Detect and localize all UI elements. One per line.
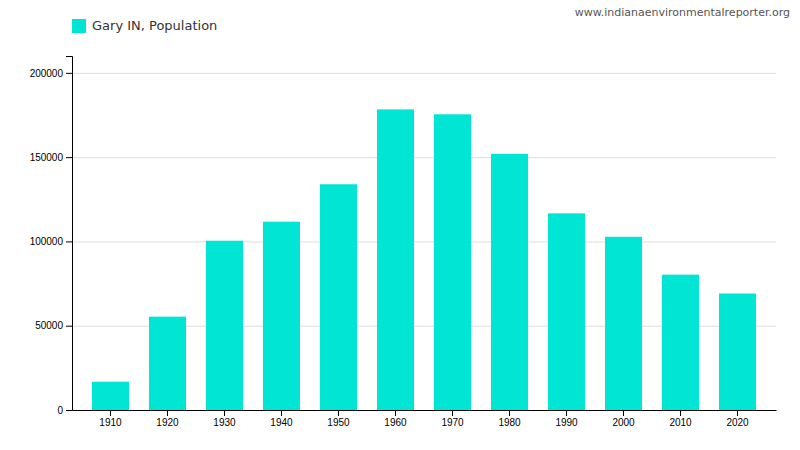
x-tick-mark: [509, 410, 510, 416]
y-tick-label: 50000: [35, 320, 63, 331]
x-tick: 2010: [669, 410, 692, 428]
bar: [206, 241, 243, 410]
legend-label: Gary IN, Population: [92, 18, 217, 33]
x-tick-label: 1950: [327, 417, 350, 428]
y-tick-label: 150000: [30, 152, 64, 163]
x-tick-label: 1930: [213, 417, 236, 428]
x-tick-label: 2020: [726, 417, 749, 428]
grid-tick: [72, 73, 776, 74]
y-tick: 100000: [30, 236, 72, 247]
y-tick: 50000: [35, 320, 72, 331]
bar: [149, 317, 186, 410]
x-tick-mark: [167, 410, 168, 416]
x-tick-label: 1970: [441, 417, 464, 428]
x-tick-mark: [680, 410, 681, 416]
legend-item: Gary IN, Population: [72, 18, 217, 33]
grid-tick: [72, 157, 776, 158]
y-tick-mark: [66, 241, 72, 242]
grid-line: [72, 73, 776, 74]
grid: [72, 73, 776, 410]
bar: [320, 184, 357, 410]
x-tick-mark: [281, 410, 282, 416]
x-axis: 1910 1920 1930 1940 1950 1960 1970 1980 1990 2000…: [73, 410, 777, 428]
x-tick-label: 1910: [99, 417, 122, 428]
bar: [605, 237, 642, 410]
grid-tick: [72, 241, 776, 242]
legend: Gary IN, Population: [72, 18, 217, 33]
x-tick: 1930: [213, 410, 236, 428]
x-tick-mark: [224, 410, 225, 416]
y-tick: 200000: [30, 68, 72, 79]
x-tick-label: 1990: [555, 417, 578, 428]
grid-line: [72, 241, 776, 242]
bar: [719, 294, 756, 410]
y-tick: 150000: [30, 152, 72, 163]
x-tick: 1910: [99, 410, 122, 428]
bar: [434, 114, 471, 410]
x-tick-label: 1960: [384, 417, 407, 428]
x-tick: 1960: [384, 410, 407, 428]
x-tick: 1990: [555, 410, 578, 428]
x-tick: 2020: [726, 410, 749, 428]
x-tick-label: 1920: [156, 417, 179, 428]
x-tick-mark: [737, 410, 738, 416]
bar: [491, 154, 528, 410]
x-axis-line: [73, 410, 777, 411]
x-tick-mark: [452, 410, 453, 416]
chart: 0 50000 100000 150000 200000 1910 1920 1930 1940…: [0, 0, 800, 450]
y-tick-label: 100000: [30, 236, 64, 247]
y-tick-mark: [66, 410, 72, 411]
x-tick-mark: [338, 410, 339, 416]
x-tick-label: 1980: [498, 417, 521, 428]
x-tick: 1980: [498, 410, 521, 428]
grid-line: [72, 410, 776, 411]
x-tick: 1950: [327, 410, 350, 428]
y-tick: 0: [57, 405, 72, 416]
grid-tick: [72, 410, 776, 411]
bar: [377, 109, 414, 410]
x-tick-mark: [110, 410, 111, 416]
y-tick-label: 200000: [30, 68, 64, 79]
x-tick-mark: [623, 410, 624, 416]
bar: [263, 222, 300, 410]
x-tick-mark: [395, 410, 396, 416]
y-tick-mark: [66, 157, 72, 158]
x-tick: 1920: [156, 410, 179, 428]
x-tick-mark: [566, 410, 567, 416]
y-tick-mark: [66, 326, 72, 327]
bars: [92, 109, 756, 410]
y-tick-label: 0: [57, 405, 63, 416]
x-tick: 1970: [441, 410, 464, 428]
y-tick-mark: [66, 73, 72, 74]
x-tick-label: 1940: [270, 417, 293, 428]
x-tick-label: 2000: [612, 417, 635, 428]
y-axis-line: [66, 57, 73, 411]
grid-line: [72, 157, 776, 158]
bar: [92, 382, 129, 410]
bar: [662, 275, 699, 410]
legend-swatch: [72, 19, 86, 33]
x-tick: 2000: [612, 410, 635, 428]
bar: [548, 213, 585, 410]
plot: 0 50000 100000 150000 200000 1910 1920 1930 1940…: [30, 57, 777, 429]
annotation: www.indianaenvironmentalreporter.org: [575, 6, 790, 19]
x-tick-label: 2010: [669, 417, 692, 428]
x-tick: 1940: [270, 410, 293, 428]
y-axis: 0 50000 100000 150000 200000: [30, 57, 73, 416]
